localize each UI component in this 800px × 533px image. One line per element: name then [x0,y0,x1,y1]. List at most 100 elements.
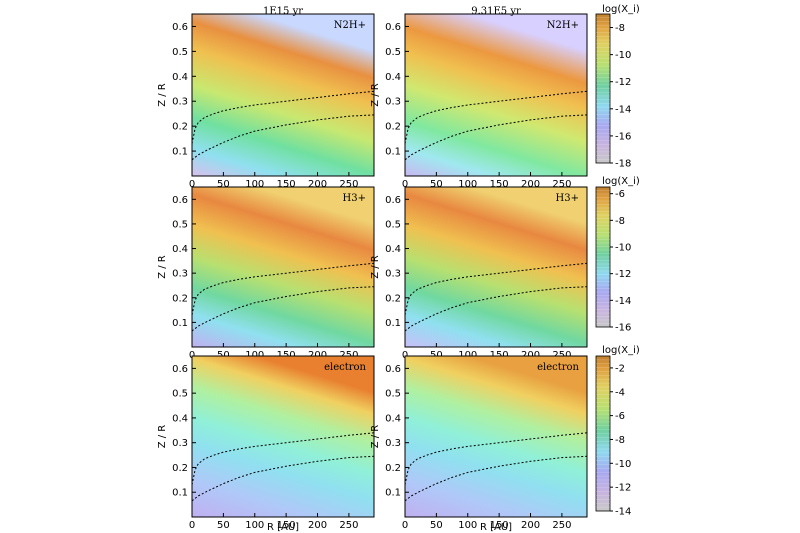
y-tick-label: 0.5 [385,389,401,400]
ylabel: Z / R [370,425,381,449]
y-tick-label: 0.2 [172,293,188,304]
y-tick-label: 0.6 [385,22,401,33]
species-label: electron [324,362,366,373]
x-tick-label: 250 [339,520,358,531]
y-tick-label: 0.4 [172,244,188,255]
panel-n2h-col1: N2H+ 0 50 100 150 200 250 0.1 0.2 0.3 0.4 0.5 0.6 Z /… [157,13,375,190]
x-tick-label: 250 [339,179,358,190]
colorbar-tick-label: -12 [615,269,631,280]
x-tick-label: 200 [521,179,540,190]
y-tick-label: 0.4 [385,244,401,255]
contour-lower [404,114,588,161]
x-tick-label: 200 [308,520,327,531]
colorbar-title: log(X_i) [602,345,640,356]
colorbar-tick-label: -4 [615,387,625,398]
y-tick-label: 0.6 [385,195,401,206]
panel-frame [191,13,375,177]
colorbar-tick-label: -8 [615,23,625,34]
colorbar-tick-label: -6 [615,411,625,422]
y-tick-label: 0.2 [385,463,401,474]
y-tick-label: 0.4 [172,413,188,424]
x-tick-label: 150 [277,520,296,531]
y-tick-label: 0.1 [385,147,401,158]
x-tick-label: 0 [189,179,195,190]
contour-upper [191,262,375,316]
x-tick-label: 100 [458,179,477,190]
y-tick-label: 0.5 [172,219,188,230]
y-tick-label: 0.1 [172,147,188,158]
colorbar-strip [595,355,611,512]
species-label: electron [537,362,579,373]
ylabel: Z / R [157,83,168,107]
y-tick-label: 0.4 [385,413,401,424]
panel-n2h-col2: N2H+ 0 50 100 150 200 250 0.1 0.2 0.3 0.4 0.5 0.6 Z /… [370,13,588,190]
x-tick-label: 0 [189,520,195,531]
species-label: H3+ [556,193,579,204]
y-tick-label: 0.1 [385,488,401,499]
x-tick-label: 100 [245,179,264,190]
colorbar-tick-label: -16 [615,323,631,334]
heatmap-field [192,14,374,176]
x-tick-label: 100 [245,520,264,531]
ylabel: Z / R [370,83,381,107]
colorbar-strip [595,13,611,164]
y-tick-label: 0.5 [172,389,188,400]
heatmap-field [405,187,587,347]
panel-electron-col2: electron 0 50 100 150 200 250 0.1 0.2 0.3 0.4 0.5 0.… [370,355,588,531]
contour-upper [191,90,375,144]
x-tick-label: 250 [552,520,571,531]
species-label: N2H+ [334,20,366,31]
y-tick-label: 0.3 [172,97,188,108]
colorbar-tick-label: -8 [615,435,625,446]
panel-electron-col1: electron 0 50 100 150 200 250 0.1 0.2 0.3 0.4 0.5 0.… [157,355,375,531]
contour-upper [191,432,375,485]
ylabel: Z / R [370,255,381,279]
y-tick-label: 0.6 [172,22,188,33]
x-tick-label: 250 [552,179,571,190]
x-tick-label: 150 [490,179,509,190]
contour-upper [404,262,588,316]
contour-lower [191,286,375,332]
colorbars-layer: log(X_i) -8 -10 -12 -14 -16 -18 log(X_i) -6 -8 -10… [595,4,640,518]
y-tick-label: 0.3 [385,269,401,280]
colorbar-n2h: log(X_i) -8 -10 -12 -14 -16 -18 [595,4,640,170]
panel-frame [404,186,588,348]
y-tick-label: 0.6 [172,195,188,206]
x-tick-label: 50 [430,520,443,531]
y-tick-label: 0.6 [172,364,188,375]
y-tick-label: 0.2 [172,463,188,474]
colorbar-tick-label: -10 [615,459,631,470]
heatmap-field [405,356,587,517]
panel-frame [404,13,588,177]
x-tick-label: 150 [490,520,509,531]
y-tick-label: 0.5 [385,47,401,58]
colorbar-tick-label: -10 [615,243,631,254]
contour-lower [404,286,588,332]
xlabel-left: R [AU] [267,522,299,533]
y-tick-label: 0.3 [385,97,401,108]
x-tick-label: 200 [521,520,540,531]
heatmap-field [192,356,374,517]
xlabel-right: R [AU] [480,522,512,533]
y-tick-label: 0.5 [172,47,188,58]
colorbar-tick-label: -14 [615,104,631,115]
y-tick-label: 0.3 [385,438,401,449]
species-label: H3+ [343,193,366,204]
colorbar-tick-label: -14 [615,296,631,307]
ylabel: Z / R [157,425,168,449]
y-tick-label: 0.4 [385,72,401,83]
x-tick-label: 150 [277,179,296,190]
contour-lower [191,114,375,161]
heatmap-field [405,14,587,176]
y-tick-label: 0.1 [385,318,401,329]
y-tick-label: 0.6 [385,364,401,375]
panel-frame [191,355,375,518]
y-tick-label: 0.2 [172,122,188,133]
colorbar-tick-label: -10 [615,50,631,61]
column-title-right: 9.31E5 yr [471,6,521,17]
colorbar-tick-label: -12 [615,77,631,88]
y-tick-label: 0.4 [172,72,188,83]
x-tick-label: 0 [402,179,408,190]
